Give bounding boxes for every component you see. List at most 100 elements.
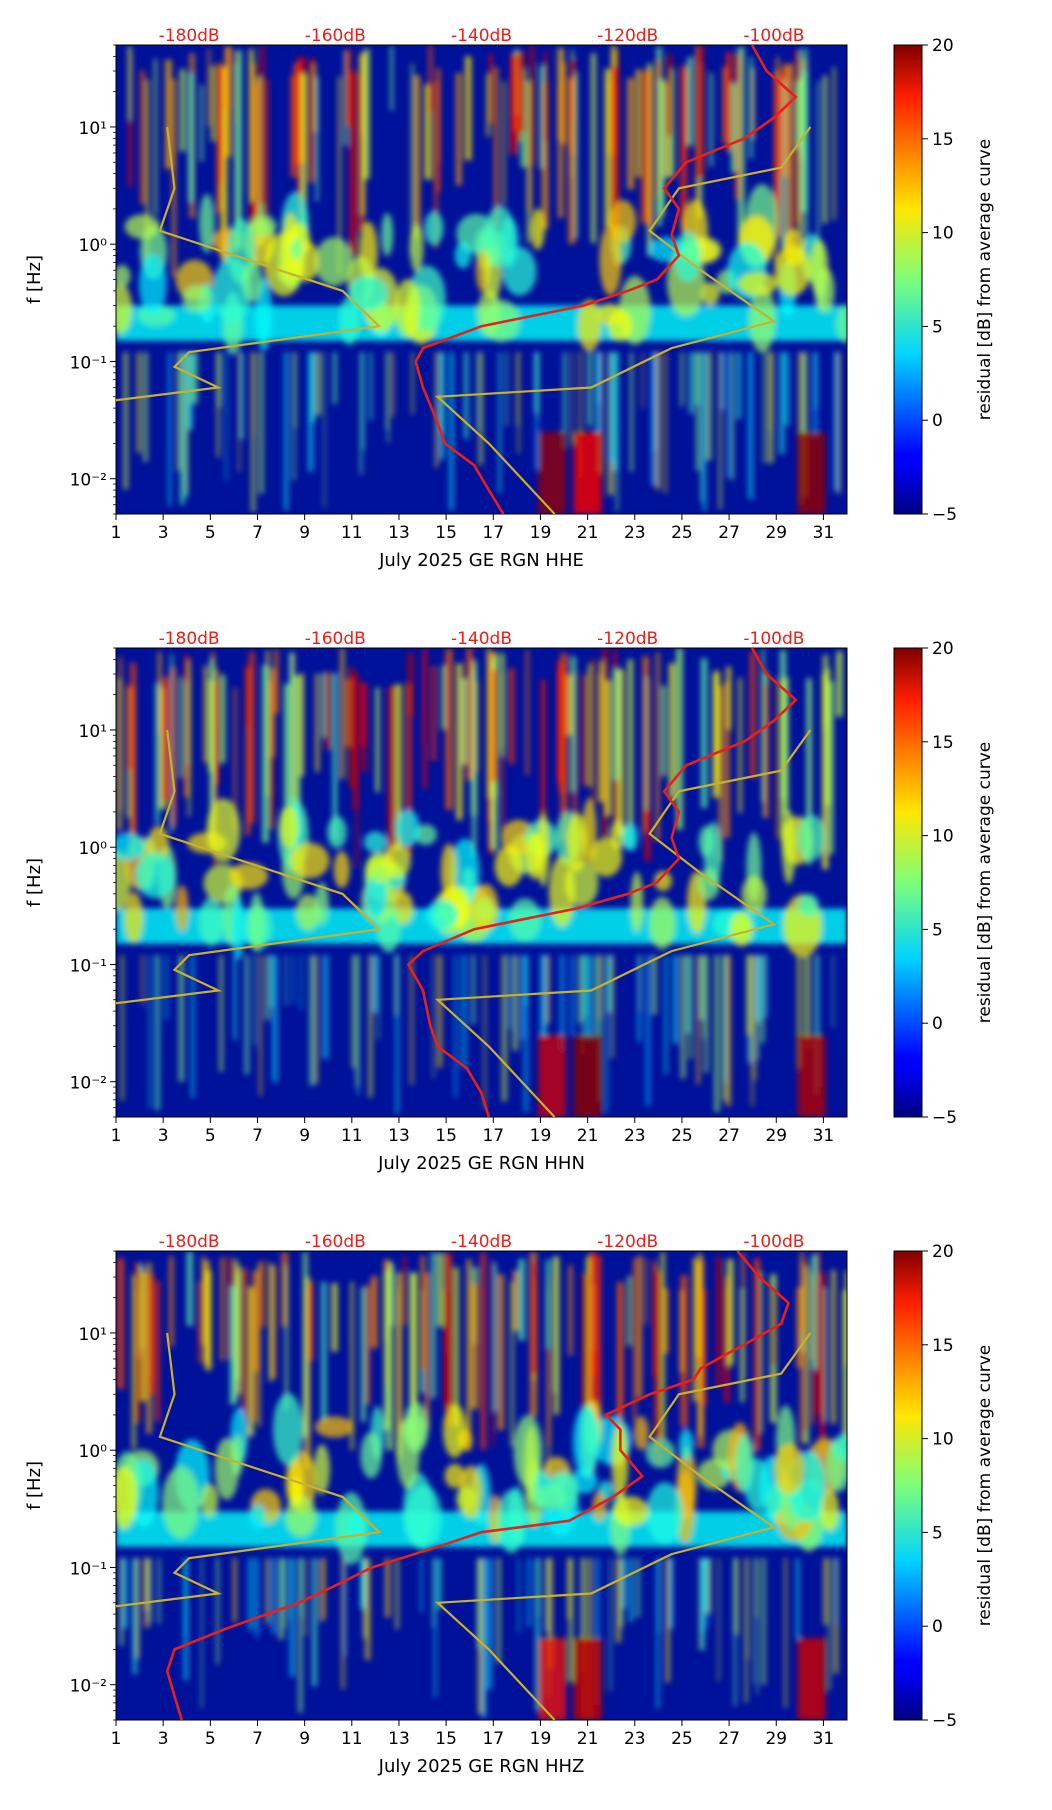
heatmap-streak <box>234 63 238 224</box>
x-tick-label: 23 <box>624 523 646 543</box>
heatmap-streak <box>249 49 254 203</box>
heatmap-blob <box>609 199 637 243</box>
x-axis-label: July 2025 GE RGN HHE <box>378 550 584 571</box>
heatmap-streak <box>252 1270 258 1372</box>
heatmap-blob <box>444 1463 465 1489</box>
heatmap-lowfreq-streak <box>284 352 289 511</box>
heatmap-blob <box>552 1470 579 1513</box>
heatmap-lowfreq-streak <box>585 955 592 1044</box>
heatmap-lowfreq-streak <box>656 1558 660 1709</box>
heatmap-streak <box>291 653 295 840</box>
heatmap-lowfreq-streak <box>505 352 508 427</box>
heatmap-blob <box>199 193 215 253</box>
x-tick-label: 21 <box>577 1729 599 1749</box>
heatmap-streak <box>726 666 731 730</box>
x-tick-label: 15 <box>435 523 457 543</box>
colorbar-tick-label: 15 <box>932 1336 954 1356</box>
heatmap-lowfreq-streak <box>695 352 700 471</box>
heatmap-lowfreq-streak <box>258 352 264 494</box>
heatmap-lowfreq-streak <box>664 352 667 494</box>
heatmap-blob <box>314 237 354 287</box>
heatmap-lowfreq-streak <box>828 1558 831 1691</box>
heatmap-lowfreq-streak <box>122 1558 128 1629</box>
heatmap-blob <box>599 223 622 296</box>
heatmap-blob <box>249 1504 267 1531</box>
y-tick-label: 10⁻¹ <box>70 956 107 976</box>
heatmap-streak <box>663 82 670 178</box>
x-tick-label: 15 <box>435 1126 457 1146</box>
heatmap-streak <box>774 676 778 840</box>
heatmap-lowfreq-streak <box>284 955 287 1007</box>
heatmap-streak <box>494 67 499 228</box>
heatmap-blob <box>231 897 245 960</box>
x-axis-label: July 2025 GE RGN HHN <box>377 1153 585 1174</box>
low-noise-model-curve <box>116 126 382 402</box>
heatmap-blob <box>138 253 167 316</box>
heatmap-lowfreq-streak <box>546 955 550 1024</box>
heatmap-blob <box>530 208 545 250</box>
heatmap-blob <box>333 851 350 889</box>
heatmap-streak <box>731 82 737 173</box>
heatmap-blob <box>403 1402 429 1454</box>
curves <box>116 648 812 1117</box>
heatmap-streak <box>462 678 467 765</box>
heatmap-lowfreq-streak <box>395 955 399 1114</box>
heatmap-streak <box>588 664 591 787</box>
heatmap-streak <box>443 1290 450 1408</box>
x-tick-label: 11 <box>341 1126 363 1146</box>
heatmap-lowfreq-streak <box>641 352 644 409</box>
heatmap-streak <box>257 1263 261 1427</box>
heatmap-lowfreq-streak <box>736 352 742 420</box>
heatmap-streak <box>201 1255 205 1345</box>
heatmap-streak <box>806 677 812 865</box>
heatmap-streak <box>431 665 436 761</box>
heatmap <box>116 1251 847 1720</box>
heatmap-streak <box>488 53 493 124</box>
heatmap-streak <box>568 79 575 244</box>
heatmap-blob <box>525 832 545 880</box>
x-tick-label: 15 <box>435 1729 457 1749</box>
heatmap-blob <box>124 892 144 944</box>
heatmap-lowfreq-streak <box>578 955 584 1023</box>
y-tick-label: 10⁰ <box>79 1442 108 1462</box>
heatmap-lowfreq-streak <box>723 955 726 1082</box>
heatmap-blob <box>175 884 189 932</box>
heatmap-blob <box>363 831 388 854</box>
heatmap-streak <box>595 1255 602 1449</box>
colorbar-tick-label: 20 <box>932 36 954 56</box>
heatmap-lowfreq-streak <box>582 1558 586 1718</box>
heatmap-blob <box>749 284 776 353</box>
x-tick-label: 13 <box>388 1729 410 1749</box>
heatmap-blob <box>198 897 224 947</box>
heatmap-streak <box>810 1272 813 1360</box>
heatmap-streak <box>345 678 351 748</box>
heatmap-streak <box>234 1258 238 1403</box>
heatmap-streak <box>363 49 370 180</box>
heatmap-lowfreq-streak <box>471 955 476 1025</box>
x-tick-label: 1 <box>111 1729 122 1749</box>
heatmap-streak <box>480 1252 486 1450</box>
heatmap-streak <box>285 1265 288 1411</box>
heatmap-blob <box>633 1415 649 1451</box>
heatmap-lowfreq-streak <box>119 1558 124 1646</box>
heatmap-streak <box>188 73 194 203</box>
heatmap-lowfreq-streak <box>804 955 808 1039</box>
heatmap-streak <box>500 653 505 757</box>
heatmap-streak <box>656 652 660 841</box>
heatmap-lowfreq-streak <box>608 352 613 461</box>
heatmap-lowfreq-streak <box>562 352 567 449</box>
heatmap-blob <box>781 810 796 885</box>
heatmap-streak <box>360 682 367 747</box>
heatmap-lowfreq-streak <box>300 955 303 1010</box>
heatmap-lowfreq-streak <box>703 955 706 1039</box>
heatmap-streak <box>811 1254 817 1370</box>
heatmap-streak <box>242 1268 248 1447</box>
heatmap-lowfreq-streak <box>527 1558 531 1628</box>
heatmap-lowfreq-streak <box>278 1558 285 1640</box>
heatmap-streak <box>816 1251 821 1414</box>
heatmap-lowfreq-streak <box>508 955 511 1029</box>
heatmap-lowfreq-streak <box>323 352 326 508</box>
heatmap-streak <box>824 1287 827 1422</box>
